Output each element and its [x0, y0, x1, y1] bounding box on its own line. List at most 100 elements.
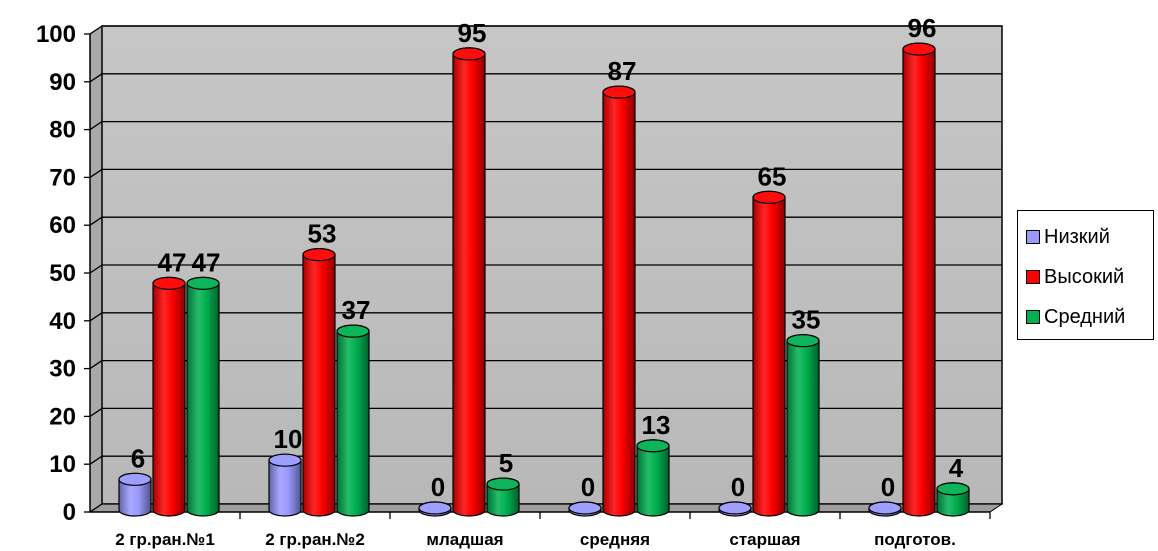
legend-swatch [1026, 230, 1040, 244]
bar-body [752, 190, 786, 517]
bar-body [152, 276, 186, 517]
x-tick-label: средняя [580, 530, 650, 549]
data-label: 53 [308, 219, 337, 249]
bar-0-3 [568, 501, 602, 517]
data-label: 6 [131, 443, 145, 473]
gridline-diag [89, 360, 103, 370]
data-label: 13 [642, 410, 671, 440]
data-label: 65 [758, 161, 787, 191]
bar-2-1 [336, 324, 370, 517]
bar-body [786, 334, 820, 517]
data-label: 37 [342, 295, 371, 325]
bar-2-5 [936, 482, 970, 517]
bar-top [418, 501, 452, 515]
y-tick-label: 100 [36, 21, 76, 48]
data-label: 0 [581, 472, 595, 502]
x-tick-label: 2 гр.ран.№1 [115, 530, 215, 549]
legend-label: Низкий [1044, 225, 1110, 248]
y-tick-label: 30 [49, 356, 76, 383]
floor [88, 503, 1004, 513]
gridlines [89, 25, 1002, 513]
bar-body [902, 42, 936, 517]
bars [118, 42, 970, 517]
legend-item: Низкий [1026, 217, 1153, 257]
data-label: 4 [949, 453, 964, 483]
data-label: 10 [274, 424, 303, 454]
y-tick-label: 60 [49, 212, 76, 239]
data-label: 95 [458, 18, 487, 48]
bar-top [336, 324, 370, 338]
gridline-diag [89, 121, 103, 131]
bar-0-5 [868, 501, 902, 517]
bar-top [752, 190, 786, 204]
bar-body [602, 85, 636, 517]
data-label: 47 [192, 247, 221, 277]
bar-top [302, 248, 336, 262]
bar-2-0 [186, 276, 220, 517]
y-tick-label: 0 [63, 499, 76, 526]
data-label: 0 [731, 472, 745, 502]
y-tick-label: 70 [49, 164, 76, 191]
bar-top [452, 47, 486, 61]
gridline-diag [89, 216, 103, 226]
data-label: 0 [881, 472, 895, 502]
bar-2-3 [636, 439, 670, 517]
bar-top [718, 501, 752, 515]
bar-1-1 [302, 248, 336, 517]
bar-top [268, 453, 302, 467]
y-tick-label: 50 [49, 260, 76, 287]
y-tick-label: 10 [49, 451, 76, 478]
bar-0-4 [718, 501, 752, 517]
gridline-diag [89, 264, 103, 274]
bar-1-5 [902, 42, 936, 517]
legend-label: Высокий [1044, 265, 1125, 288]
bar-top [568, 501, 602, 515]
bar-1-0 [152, 276, 186, 517]
bar-body [186, 276, 220, 517]
legend-item: Средний [1026, 297, 1153, 337]
gridline-diag [89, 312, 103, 322]
bar-top [868, 501, 902, 515]
bar-1-3 [602, 85, 636, 517]
gridline-diag [89, 73, 103, 83]
y-tick-label: 80 [49, 117, 76, 144]
gridline-diag [89, 407, 103, 417]
bar-top [636, 439, 670, 453]
x-tick-label: старшая [729, 530, 800, 549]
bar-0-2 [418, 501, 452, 517]
gridline-diag [89, 503, 103, 513]
data-label: 0 [431, 472, 445, 502]
bar-body [452, 47, 486, 517]
bar-top [786, 334, 820, 348]
bar-1-2 [452, 47, 486, 517]
y-tick-label: 20 [49, 403, 76, 430]
chart-plot-area [88, 25, 1004, 513]
legend-swatch [1026, 310, 1040, 324]
gridline-diag [89, 25, 103, 35]
bar-0-1 [268, 453, 302, 517]
bar-top [118, 472, 152, 486]
legend-label: Средний [1044, 305, 1126, 328]
y-tick-label: 40 [49, 308, 76, 335]
legend: Низкий Высокий Средний [1017, 210, 1154, 340]
bar-top [486, 477, 520, 491]
data-labels: 6 47 47 10 53 37 0 95 5 0 87 13 0 65 35 0 96 4 [131, 13, 964, 502]
bar-top [902, 42, 936, 56]
data-label: 96 [908, 13, 937, 43]
legend-item: Высокий [1026, 257, 1153, 297]
bar-1-4 [752, 190, 786, 517]
data-label: 5 [499, 448, 513, 478]
bar-body [336, 324, 370, 517]
x-tick-label: младшая [426, 530, 503, 549]
y-tick-label: 90 [49, 69, 76, 96]
bar-2-2 [486, 477, 520, 517]
bar-top [602, 85, 636, 99]
bar-top [152, 276, 186, 290]
bar-0-0 [118, 472, 152, 517]
data-label: 87 [608, 56, 637, 86]
x-tick-label: 2 гр.ран.№2 [265, 530, 365, 549]
gridline-diag [89, 455, 103, 465]
bar-2-4 [786, 334, 820, 517]
